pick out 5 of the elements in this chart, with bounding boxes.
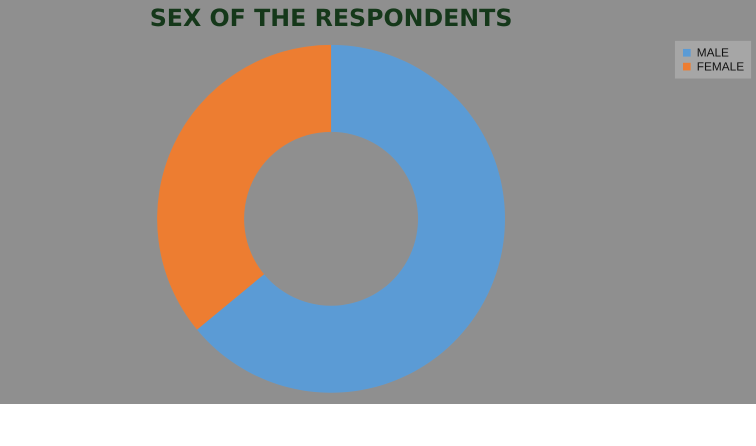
legend-label: FEMALE — [696, 60, 744, 74]
donut-slice — [157, 44, 332, 330]
chart-title: SEX OF THE RESPONDENTS — [150, 4, 512, 32]
donut-slice — [197, 44, 505, 393]
legend-label: MALE — [696, 46, 730, 60]
